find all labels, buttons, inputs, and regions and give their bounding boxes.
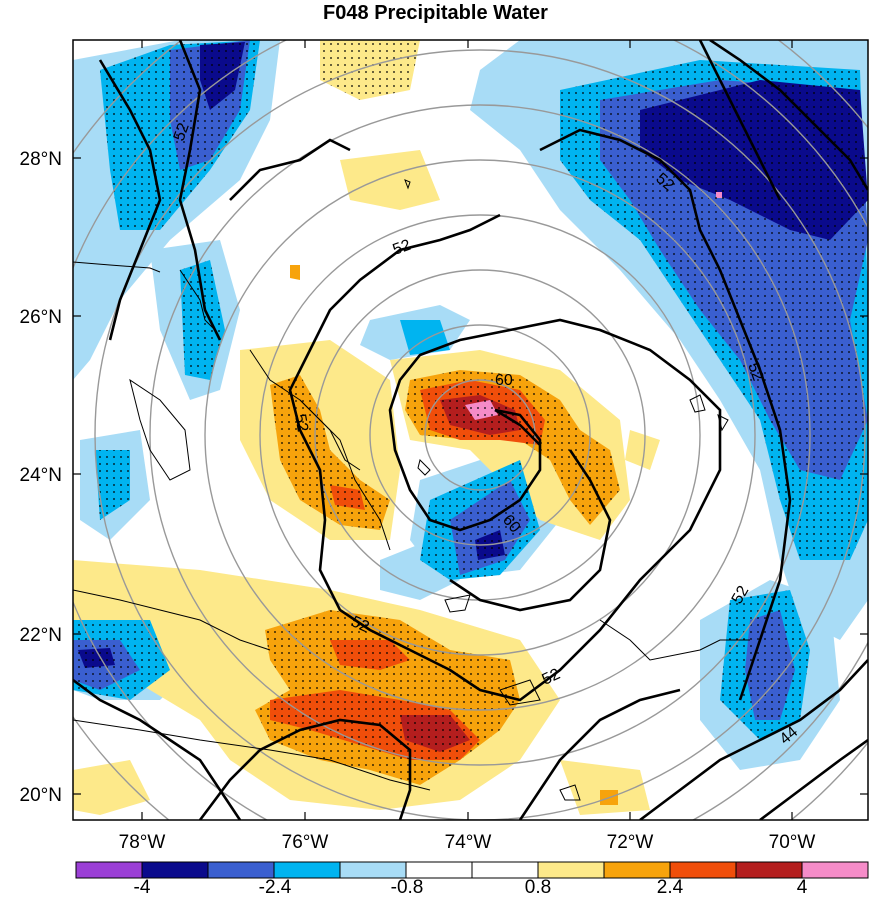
contour-label-52-h: 52 <box>729 583 753 607</box>
colorbar-box <box>339 861 407 879</box>
contour-label-52-a: 52 <box>171 121 193 144</box>
colorbar-label-2-4: 2.4 <box>657 877 684 898</box>
lon-label-76w: 76°W <box>282 832 329 853</box>
colorbar-box <box>537 861 605 879</box>
lat-label-22n: 22°N <box>20 625 62 646</box>
colorbar-box <box>141 861 209 879</box>
lat-label-20n: 20°N <box>20 785 62 806</box>
plot-frame <box>72 39 869 821</box>
longitude-labels: 78°W 76°W 74°W 72°W 70°W <box>119 832 816 853</box>
colorbar-box <box>207 861 275 879</box>
longitude-axis <box>141 40 793 820</box>
contour-label-60-a: 60 <box>495 372 513 389</box>
colorbar-labels: -4 -2.4 -0.8 0.8 2.4 4 <box>134 877 808 898</box>
latitude-axis <box>73 157 868 795</box>
colorbar-box <box>801 861 869 879</box>
lon-label-74w: 74°W <box>445 832 492 853</box>
lat-label-24n: 24°N <box>20 465 62 486</box>
contour-label-52-b: 52 <box>391 237 414 259</box>
contour-label-52-d: 52 <box>744 361 766 384</box>
lon-label-70w: 70°W <box>769 832 816 853</box>
contour-label-52-e: 52 <box>291 413 311 434</box>
colorbar-box <box>603 861 671 879</box>
lon-label-72w: 72°W <box>607 832 654 853</box>
colorbar-box <box>405 861 473 879</box>
latitude-labels: 28°N 26°N 24°N 22°N 20°N <box>20 149 62 806</box>
colorbar-box <box>735 861 803 879</box>
colorbar-label-0-8: 0.8 <box>525 877 551 898</box>
colorbar-label-neg4: -4 <box>134 877 151 898</box>
colorbar-box <box>471 861 539 879</box>
colorbar <box>75 861 869 879</box>
colorbar-label-neg0-8: -0.8 <box>391 877 424 898</box>
pw-contours <box>73 40 868 820</box>
colorbar-box <box>75 861 143 879</box>
map-title: F048 Precipitable Water <box>323 2 548 24</box>
coastlines <box>73 179 750 801</box>
lat-label-26n: 26°N <box>20 307 62 328</box>
colorbar-label-neg2-4: -2.4 <box>259 877 292 898</box>
contour-label-52-f: 52 <box>348 613 371 636</box>
lon-label-78w: 78°W <box>119 832 166 853</box>
colorbar-label-4: 4 <box>797 877 808 898</box>
significance-stippling <box>73 40 868 785</box>
colorbar-box <box>669 861 737 879</box>
lat-label-28n: 28°N <box>20 149 62 170</box>
colorbar-box <box>273 861 341 879</box>
contour-label-52-g: 52 <box>540 666 563 689</box>
